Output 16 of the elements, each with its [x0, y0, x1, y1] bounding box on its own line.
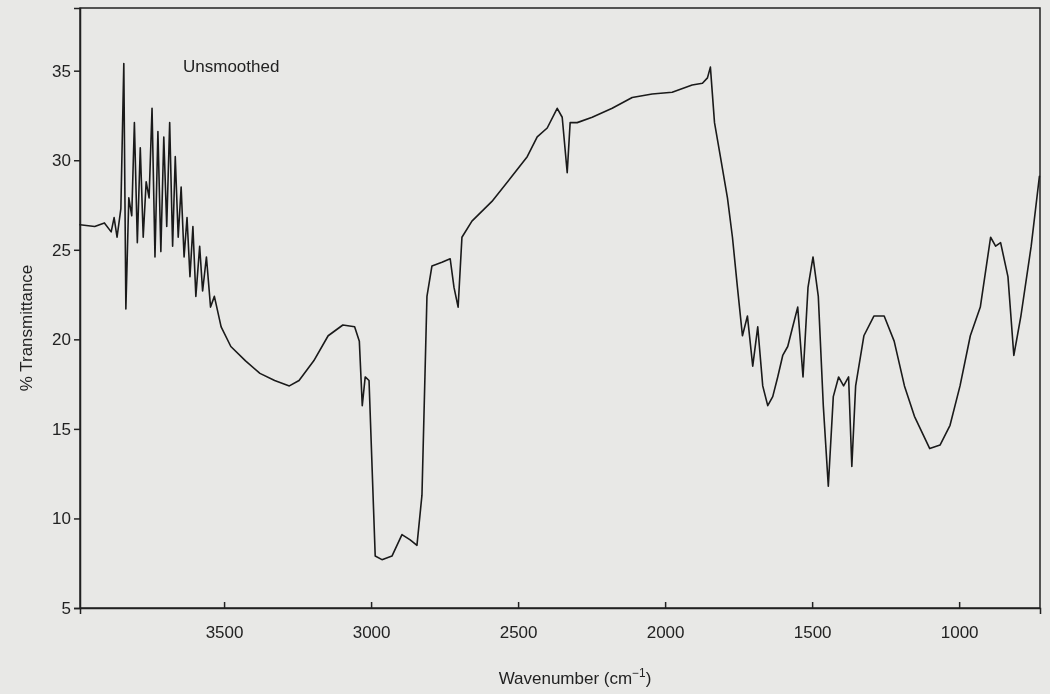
x-tick-label: 1500: [793, 623, 832, 643]
y-tick-label: 30: [52, 151, 71, 171]
x-tick-label: 2000: [646, 623, 685, 643]
y-tick-label: 5: [61, 598, 71, 618]
x-tick-label: 1000: [940, 623, 979, 643]
annotation: Unsmoothed: [183, 57, 280, 76]
y-tick-label: 15: [52, 419, 71, 439]
y-tick-label: 20: [52, 330, 71, 350]
x-tick-label: 3000: [352, 623, 391, 643]
y-tick-label: 25: [52, 240, 71, 260]
x-tick-label: 2500: [499, 623, 538, 643]
y-tick-label: 35: [52, 61, 71, 81]
x-axis-title: Wavenumber (cm$^{−1}$): [498, 666, 652, 688]
y-tick-label: 10: [52, 509, 71, 529]
x-tick-label: 3500: [205, 623, 244, 643]
y-axis-title: % Transmittance: [17, 264, 36, 392]
